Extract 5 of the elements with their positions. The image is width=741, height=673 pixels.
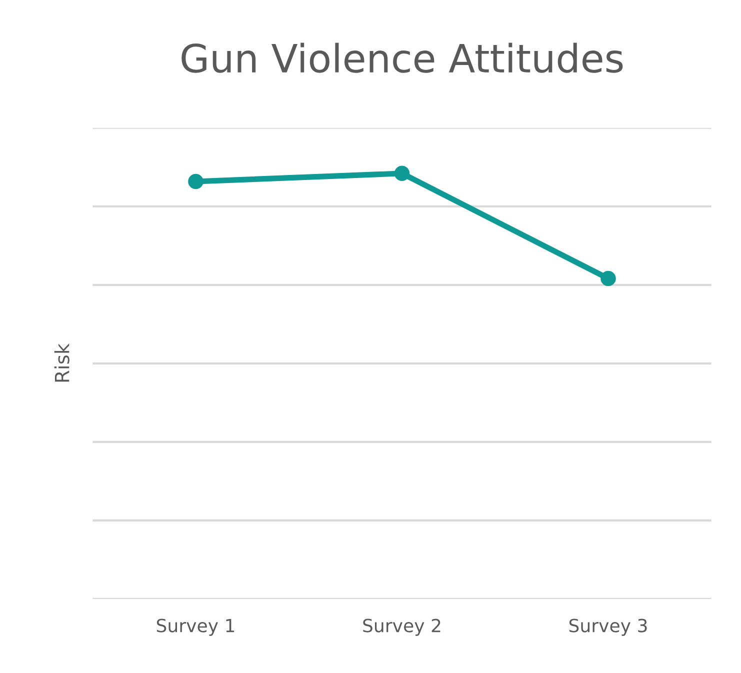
x-tick-label: Survey 1 (156, 618, 234, 636)
x-tick-label: Survey 3 (569, 618, 647, 636)
y-axis-title: Risk (54, 343, 70, 382)
chart-title: Gun Violence Attitudes (182, 42, 623, 73)
x-tick-label: Survey 2 (363, 618, 440, 636)
